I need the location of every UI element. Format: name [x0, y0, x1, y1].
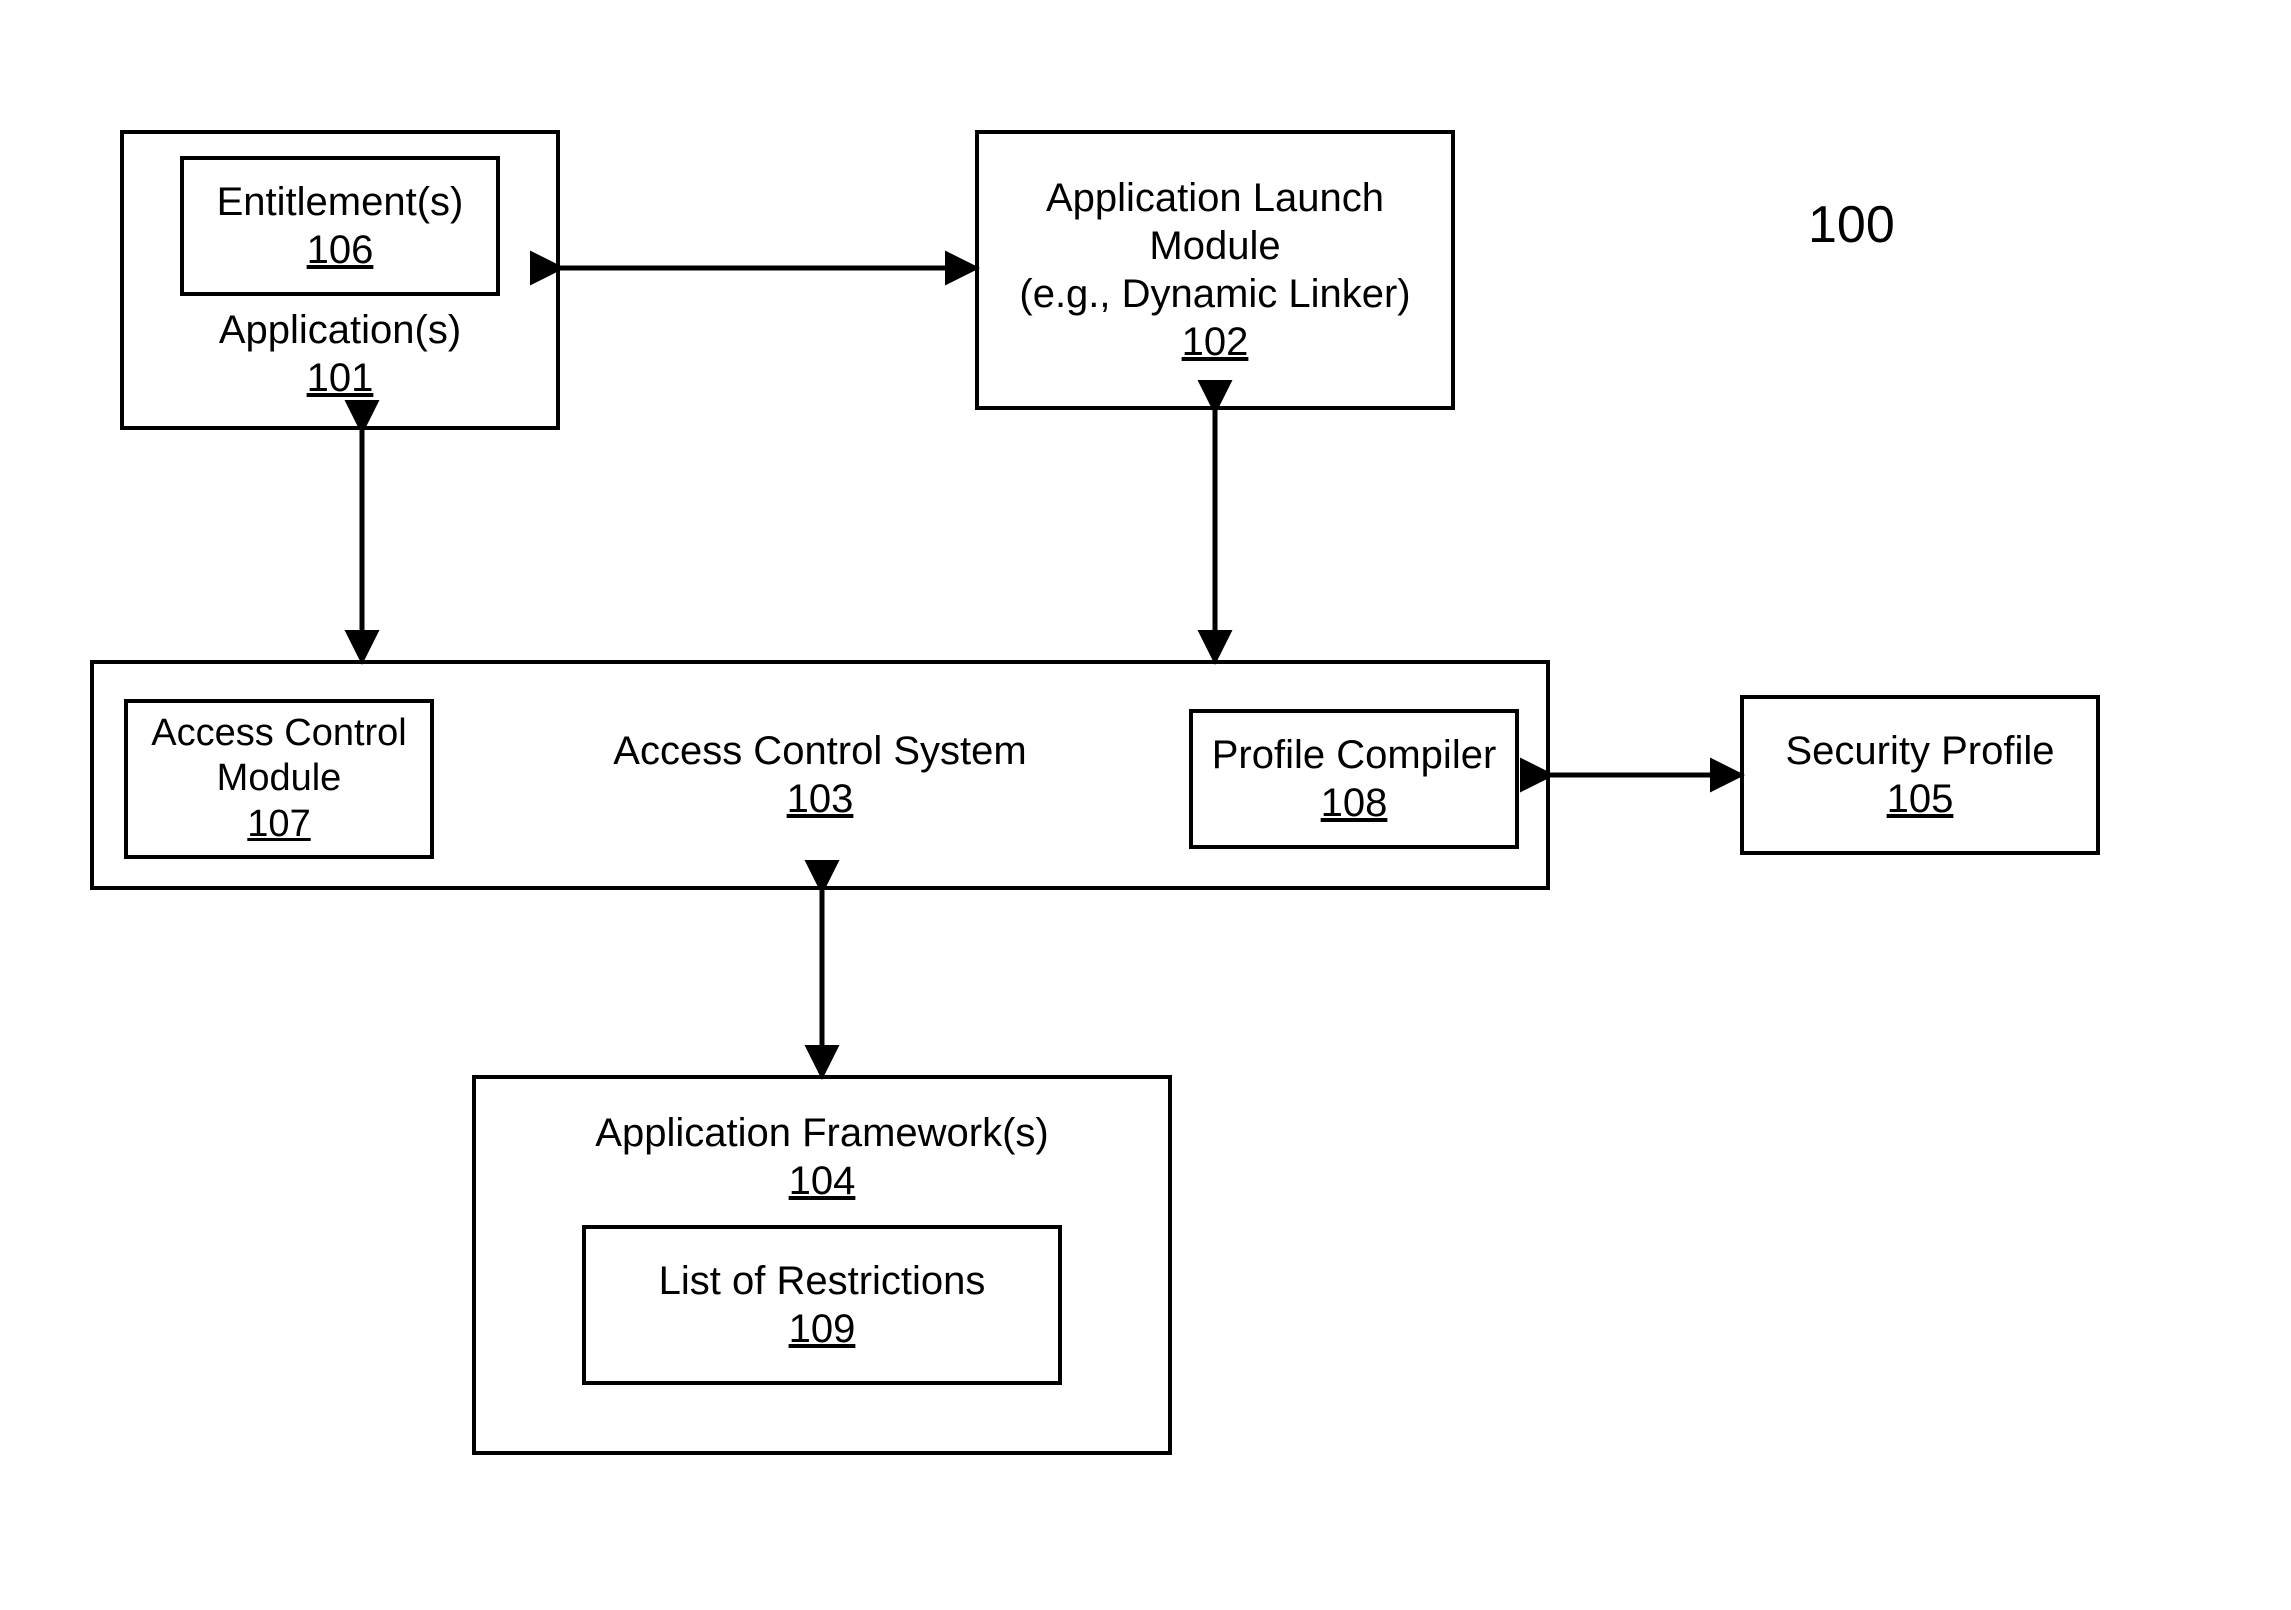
applications-ref: 101 [219, 354, 461, 402]
pc-label: Profile Compiler [1212, 731, 1497, 779]
sp-ref: 105 [1887, 775, 1954, 823]
acm-line2: Module [217, 756, 342, 802]
sp-label: Security Profile [1786, 727, 2055, 775]
node-security-profile: Security Profile 105 [1740, 695, 2100, 855]
af-label: Application Framework(s) [595, 1109, 1048, 1157]
node-access-control-module: Access Control Module 107 [124, 699, 434, 859]
node-restrictions: List of Restrictions 109 [582, 1225, 1062, 1385]
node-applications: Entitlement(s) 106 Application(s) 101 [120, 130, 560, 430]
diagram-canvas: 100 Entitlement(s) 106 Application(s) 10… [0, 0, 2291, 1610]
figure-number: 100 [1808, 195, 1895, 255]
launch-module-ref: 102 [1182, 318, 1249, 366]
launch-module-line3: (e.g., Dynamic Linker) [1019, 270, 1410, 318]
node-entitlements: Entitlement(s) 106 [180, 156, 500, 296]
restrictions-ref: 109 [789, 1305, 856, 1353]
node-launch-module: Application Launch Module (e.g., Dynamic… [975, 130, 1455, 410]
launch-module-line2: Module [1149, 222, 1280, 270]
af-ref: 104 [595, 1157, 1048, 1205]
restrictions-label: List of Restrictions [659, 1257, 986, 1305]
pc-ref: 108 [1321, 779, 1388, 827]
node-profile-compiler: Profile Compiler 108 [1189, 709, 1519, 849]
node-access-control-system: Access Control System 103 Access Control… [90, 660, 1550, 890]
applications-label: Application(s) [219, 306, 461, 354]
acm-ref: 107 [247, 802, 310, 848]
acm-line1: Access Control [151, 711, 407, 757]
node-app-frameworks: Application Framework(s) 104 List of Res… [472, 1075, 1172, 1455]
entitlements-ref: 106 [307, 226, 374, 274]
launch-module-line1: Application Launch [1046, 174, 1384, 222]
entitlements-label: Entitlement(s) [217, 178, 464, 226]
